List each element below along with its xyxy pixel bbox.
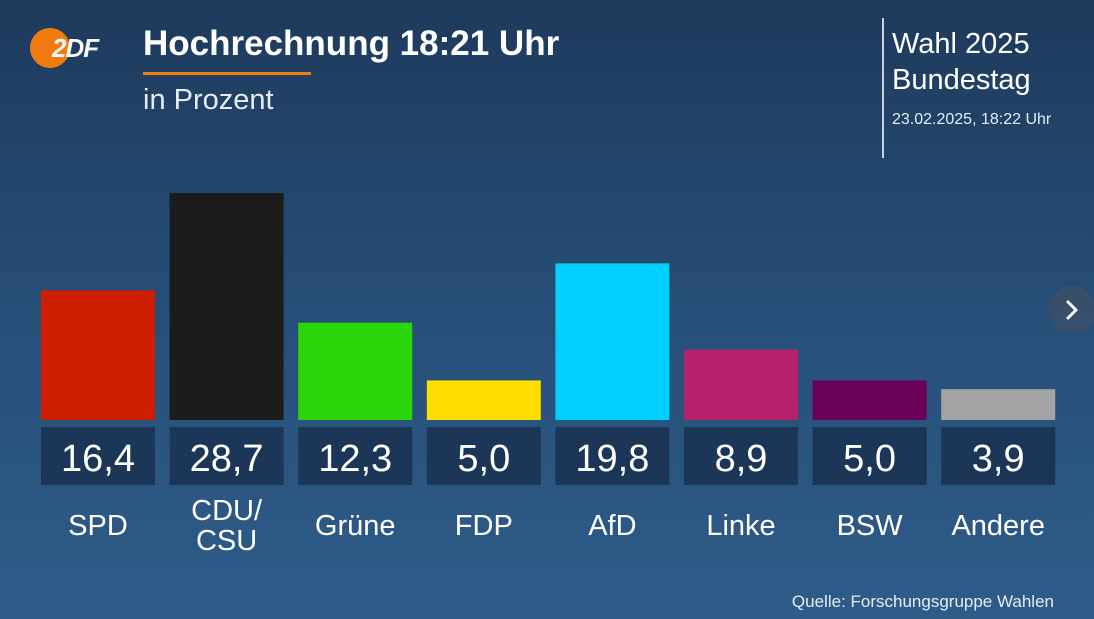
title-underline [143,72,311,75]
data-label: 19,8 [575,438,649,480]
data-label: 12,3 [318,438,392,480]
category-label: FDP [455,510,513,542]
data-label: 3,9 [972,438,1025,480]
bar [812,380,927,420]
data-label: 28,7 [190,438,264,480]
source-note: Quelle: Forschungsgruppe Wahlen [791,592,1054,611]
value-box [426,427,541,485]
logo-circle [30,28,70,68]
category-label: Grüne [315,510,396,542]
bar [298,322,413,420]
zdf-logo: 2DF [30,28,106,68]
election-info: Wahl 2025 Bundestag [892,26,1031,98]
next-slide-button[interactable] [1048,286,1094,334]
bar [684,349,798,420]
header-divider [882,18,884,158]
category-label: Linke [706,510,775,542]
value-box [169,427,284,485]
chart-subtitle: in Prozent [143,84,274,116]
value-box [684,427,798,485]
election-name: Wahl 2025 [892,28,1030,60]
value-box [941,427,1056,485]
bar [941,389,1056,420]
data-label: 5,0 [457,438,510,480]
chart-title: Hochrechnung 18:21 Uhr [143,24,560,63]
bar [41,290,155,420]
category-label: CDU/CSU [191,495,263,557]
data-label: 8,9 [715,438,768,480]
update-timestamp: 23.02.2025, 18:22 Uhr [892,111,1052,128]
value-box [298,427,413,485]
category-label: Andere [951,510,1045,542]
bar [555,263,670,420]
bar [426,380,541,420]
chevron-right-icon [1066,300,1078,320]
data-label: 16,4 [61,438,135,480]
value-box [555,427,670,485]
election-body: Bundestag [892,64,1031,96]
value-box [812,427,927,485]
data-label: 5,0 [843,438,896,480]
logo-text: 2DF [52,33,99,63]
category-label: SPD [68,510,128,542]
category-label: AfD [588,510,636,542]
category-label: BSW [837,510,904,542]
bar [169,193,284,420]
value-box [41,427,155,485]
